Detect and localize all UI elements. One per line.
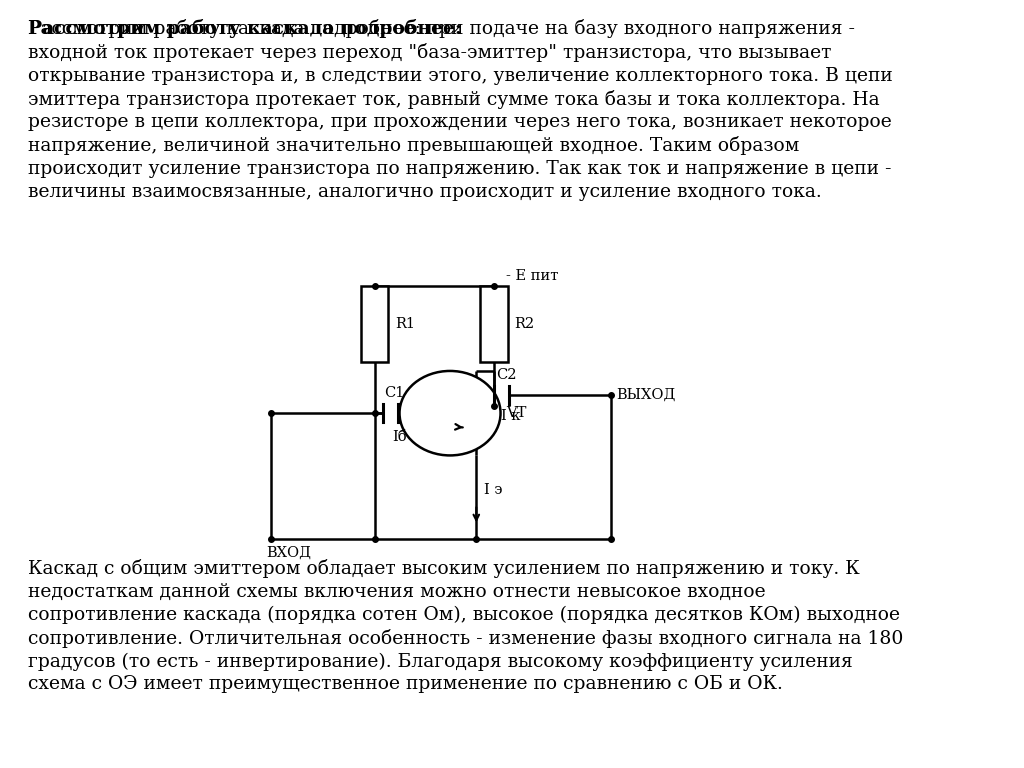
Text: C1: C1 [384, 386, 404, 400]
Text: Рассмотрим работу каскада подробнее: при подаче на базу входного напряжения -
вх: Рассмотрим работу каскада подробнее: при… [28, 19, 892, 200]
Bar [360, 286, 388, 362]
Text: C2: C2 [496, 369, 516, 382]
Text: R2: R2 [514, 317, 535, 331]
Text: - Е пит: - Е пит [506, 270, 558, 283]
Circle shape [399, 371, 501, 455]
Text: ВЫХОД: ВЫХОД [616, 388, 676, 402]
Bar [480, 286, 508, 362]
Text: I к: I к [501, 409, 520, 423]
Text: Рассмотрим работу каскада подробнее:: Рассмотрим работу каскада подробнее: [28, 19, 462, 38]
Text: Каскад с общим эмиттером обладает высоким усилением по напряжению и току. К
недо: Каскад с общим эмиттером обладает высоки… [28, 559, 903, 694]
Text: R1: R1 [395, 317, 415, 331]
Text: Iб: Iб [392, 430, 407, 444]
Text: VT: VT [506, 406, 526, 420]
Text: ВХОД: ВХОД [266, 545, 311, 559]
Text: I э: I э [483, 482, 502, 497]
